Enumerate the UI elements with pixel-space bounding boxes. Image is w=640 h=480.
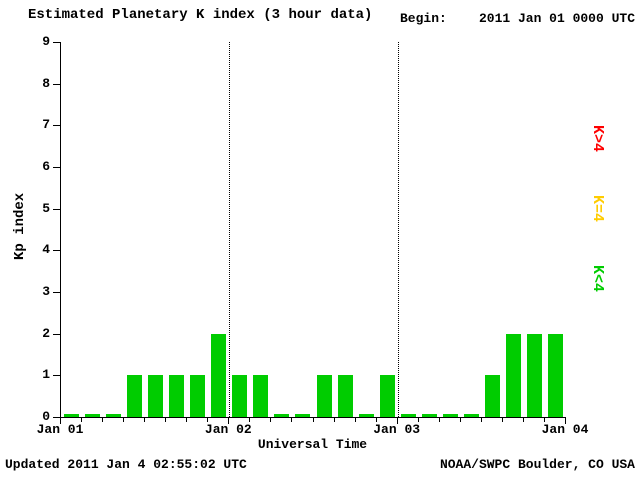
x-minor-tick-mark — [291, 418, 293, 422]
kp-bar — [85, 414, 101, 417]
legend-k-lt-4: K<4 — [589, 264, 633, 292]
legend-label: K=4 — [589, 195, 606, 223]
day-gridline — [229, 42, 231, 417]
x-day-tick-mark — [565, 418, 566, 424]
legend-k-eq-4: K=4 — [589, 194, 633, 222]
kp-bar — [337, 375, 353, 417]
kp-bar — [295, 414, 311, 417]
kp-bar — [526, 333, 542, 417]
x-minor-tick-mark — [102, 418, 104, 422]
x-minor-tick-mark — [522, 418, 524, 422]
x-minor-tick-mark — [375, 418, 377, 422]
kp-bar — [274, 414, 290, 417]
kp-bar — [253, 375, 269, 417]
updated-timestamp: Updated 2011 Jan 4 02:55:02 UTC — [5, 457, 247, 472]
y-tick-label: 9 — [42, 34, 50, 49]
begin-value: 2011 Jan 01 0000 UTC — [478, 11, 635, 26]
kp-bar — [316, 375, 332, 417]
y-tick-mark — [53, 417, 60, 418]
legend-k-gt-4: K>4 — [589, 124, 633, 152]
y-tick-label: 5 — [42, 200, 50, 216]
kp-bar — [400, 414, 416, 417]
x-minor-tick-mark — [207, 418, 209, 422]
x-minor-tick-mark — [333, 418, 335, 422]
source-credit: NOAA/SWPC Boulder, CO USA — [439, 457, 635, 472]
x-day-tick-mark — [396, 418, 398, 424]
x-day-label: Jan 03 — [373, 422, 421, 437]
x-minor-tick-mark — [438, 418, 440, 422]
y-tick-label: 2 — [42, 325, 50, 341]
y-tick-mark — [53, 292, 60, 293]
kp-bar — [169, 375, 185, 417]
y-tick-label: 1 — [42, 367, 50, 383]
y-tick-mark — [53, 208, 60, 210]
x-minor-tick-mark — [249, 418, 251, 422]
y-tick-mark — [53, 42, 60, 43]
kp-bar — [505, 333, 521, 417]
y-axis-title-text: Kp index — [12, 192, 28, 260]
y-tick-label: 6 — [42, 159, 50, 174]
legend-label: K<4 — [589, 265, 606, 293]
y-tick-mark — [53, 83, 60, 85]
plot-area — [60, 42, 566, 418]
x-minor-tick-mark — [81, 418, 83, 422]
y-tick-mark — [53, 125, 60, 127]
x-day-tick-mark — [60, 418, 61, 424]
x-minor-tick-mark — [354, 418, 356, 422]
y-tick-mark — [53, 333, 60, 335]
y-tick-label: 3 — [42, 284, 50, 299]
day-gridline — [397, 42, 399, 417]
kp-bar — [358, 414, 374, 417]
y-tick-label: 4 — [42, 242, 50, 258]
kp-bar — [442, 414, 458, 417]
x-minor-tick-mark — [312, 418, 314, 422]
x-minor-tick-mark — [543, 418, 545, 422]
y-tick-mark — [53, 250, 60, 252]
kp-bar — [64, 414, 80, 417]
x-minor-tick-mark — [165, 418, 167, 422]
kp-bar — [127, 375, 143, 417]
x-minor-tick-mark — [459, 418, 461, 422]
kp-bar — [211, 333, 227, 417]
x-minor-tick-mark — [501, 418, 503, 422]
x-minor-tick-mark — [186, 418, 188, 422]
x-minor-tick-mark — [270, 418, 272, 422]
chart-title: Estimated Planetary K index (3 hour data… — [28, 7, 373, 23]
legend-label: K>4 — [589, 125, 606, 153]
kp-bar — [190, 375, 206, 417]
begin-label: Begin: — [400, 11, 447, 26]
x-day-tick-mark — [228, 418, 230, 424]
x-minor-tick-mark — [417, 418, 419, 422]
x-axis-title: Universal Time — [257, 437, 368, 452]
x-day-label: Jan 01 — [36, 422, 84, 437]
kp-bar — [547, 333, 563, 417]
y-tick-label: 0 — [42, 409, 50, 424]
x-minor-tick-mark — [144, 418, 146, 422]
kp-bar — [148, 375, 164, 417]
kp-bar — [232, 375, 248, 417]
x-minor-tick-mark — [480, 418, 482, 422]
x-minor-tick-mark — [123, 418, 125, 422]
y-tick-mark — [53, 167, 60, 168]
x-day-label: Jan 04 — [541, 422, 589, 437]
kp-bar — [106, 414, 122, 417]
y-tick-label: 7 — [42, 117, 50, 133]
kp-bar — [379, 375, 395, 417]
kp-bar — [421, 414, 437, 417]
kp-bar — [463, 414, 479, 417]
x-day-label: Jan 02 — [204, 422, 252, 437]
y-tick-mark — [53, 375, 60, 377]
kp-bar — [484, 375, 500, 417]
y-tick-label: 8 — [42, 75, 50, 91]
